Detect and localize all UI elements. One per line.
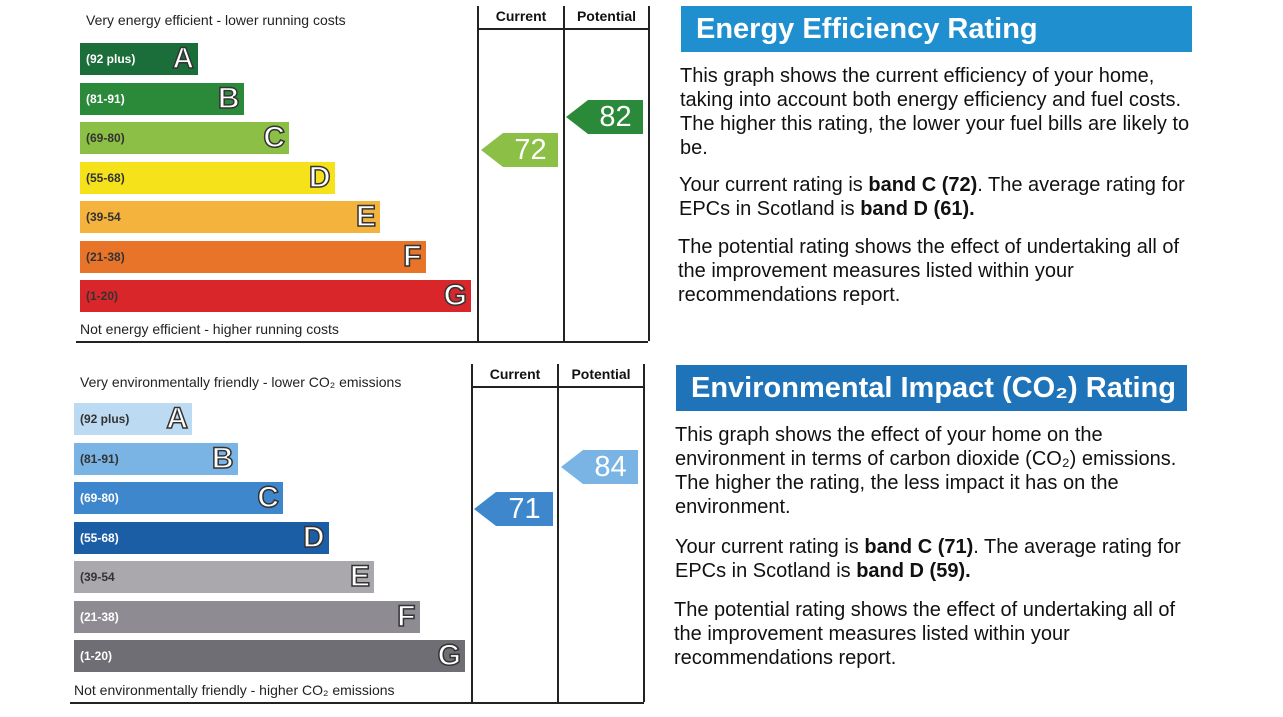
environment-band-letter: G [437, 639, 462, 672]
energy-band-f: (21-38) F [80, 239, 426, 273]
energy-band-range: (1-20) [86, 289, 119, 303]
energy-potential-column-right [648, 6, 650, 341]
energy-average-band: band D (61). [860, 198, 975, 220]
energy-band-range: (55-68) [86, 170, 125, 185]
energy-average-text: . The average rating for EPCs in Scotlan… [679, 174, 1185, 220]
environment-band-letter: D [302, 520, 325, 554]
environment-current-column-left [471, 364, 473, 702]
environment-band-letter: B [211, 441, 234, 475]
environmental-impact-chart: Very environmentally friendly - lower CO… [0, 360, 660, 710]
environment-section-header: Environmental Impact (CO₂) Rating [676, 365, 1187, 411]
energy-current-header: Current [479, 8, 563, 30]
environment-band-range: (69-80) [80, 491, 119, 505]
environment-band-d: (55-68) D [74, 520, 329, 554]
energy-paragraph-description: This graph shows the current efficiency … [680, 65, 1190, 159]
energy-current-rating-prefix: Your current rating is [679, 174, 869, 196]
environment-band-range: (1-20) [80, 649, 113, 663]
energy-band-letter: C [263, 121, 286, 154]
environment-band-a: (92 plus) A [74, 403, 192, 435]
energy-potential-value: 82 [599, 101, 632, 133]
energy-band-range: (21-38) [86, 249, 125, 264]
energy-band-letter: G [443, 279, 468, 312]
environment-band-f: (21-38) F [74, 599, 420, 633]
energy-band-letter: F [402, 239, 422, 273]
environment-band-range: (81-91) [80, 451, 119, 466]
energy-section-header: Energy Efficiency Rating [681, 6, 1192, 52]
energy-paragraph-current-rating: Your current rating is band C (72). The … [679, 173, 1189, 221]
environment-paragraph-potential: The potential rating shows the effect of… [674, 599, 1176, 669]
environment-band-range: (92 plus) [80, 412, 130, 426]
energy-band-range: (92 plus) [86, 52, 136, 66]
environment-band-range: (39-54 [80, 570, 115, 584]
environment-bottom-caption: Not environmentally friendly - higher CO… [74, 682, 395, 698]
energy-band-range: (81-91) [86, 91, 125, 106]
environment-band-letter: E [349, 560, 371, 593]
environment-average-band: band D (59). [856, 560, 971, 582]
environment-current-rating-prefix: Your current rating is [675, 536, 865, 558]
energy-band-letter: E [355, 200, 377, 233]
environment-band-g: (1-20) G [74, 640, 465, 672]
energy-band-a: (92 plus) A [80, 43, 198, 75]
energy-band-b: (81-91) B [80, 81, 244, 115]
energy-current-value: 72 [514, 134, 547, 166]
energy-band-range: (69-80) [86, 131, 125, 145]
environment-band-letter: A [166, 402, 189, 435]
environment-average-text: . The average rating for EPCs in Scotlan… [675, 536, 1181, 582]
environment-band-letter: F [396, 599, 416, 633]
energy-current-band: band C (72) [868, 174, 978, 196]
environment-potential-column-right [643, 364, 645, 702]
environment-top-caption: Very environmentally friendly - lower CO… [80, 374, 402, 390]
energy-paragraph-potential: The potential rating shows the effect of… [678, 236, 1180, 306]
energy-efficiency-chart: Very energy efficient - lower running co… [0, 0, 660, 345]
environment-paragraph-current-rating: Your current rating is band C (71). The … [675, 535, 1185, 583]
energy-chart-frame [76, 0, 648, 343]
environment-band-range: (21-38) [80, 609, 119, 624]
energy-band-range: (39-54 [86, 210, 121, 224]
environment-potential-value: 84 [594, 451, 627, 483]
environment-potential-header: Potential [559, 366, 643, 388]
energy-current-column-right [563, 6, 565, 341]
environment-paragraph-description: This graph shows the effect of your home… [675, 424, 1177, 518]
environment-band-range: (55-68) [80, 530, 119, 545]
energy-band-g: (1-20) G [80, 280, 471, 312]
energy-top-caption: Very energy efficient - lower running co… [86, 12, 346, 28]
environment-current-header: Current [473, 366, 557, 388]
environment-band-e: (39-54 E [74, 561, 374, 593]
energy-band-e: (39-54 E [80, 201, 380, 233]
energy-band-letter: D [308, 160, 331, 194]
energy-bottom-caption: Not energy efficient - higher running co… [80, 321, 339, 337]
energy-current-column-left [477, 6, 479, 341]
energy-band-c: (69-80) C [80, 122, 289, 154]
energy-band-letter: A [172, 42, 195, 75]
environment-current-value: 71 [508, 493, 541, 525]
environment-chart-frame [70, 360, 644, 704]
environment-band-b: (81-91) B [74, 441, 238, 475]
energy-band-d: (55-68) D [80, 160, 335, 194]
environment-band-letter: C [257, 481, 280, 514]
environment-band-c: (69-80) C [74, 482, 283, 514]
energy-potential-header: Potential [565, 8, 648, 30]
environment-current-band: band C (71) [864, 536, 974, 558]
environment-current-column-right [557, 364, 559, 702]
energy-band-letter: B [217, 81, 240, 115]
